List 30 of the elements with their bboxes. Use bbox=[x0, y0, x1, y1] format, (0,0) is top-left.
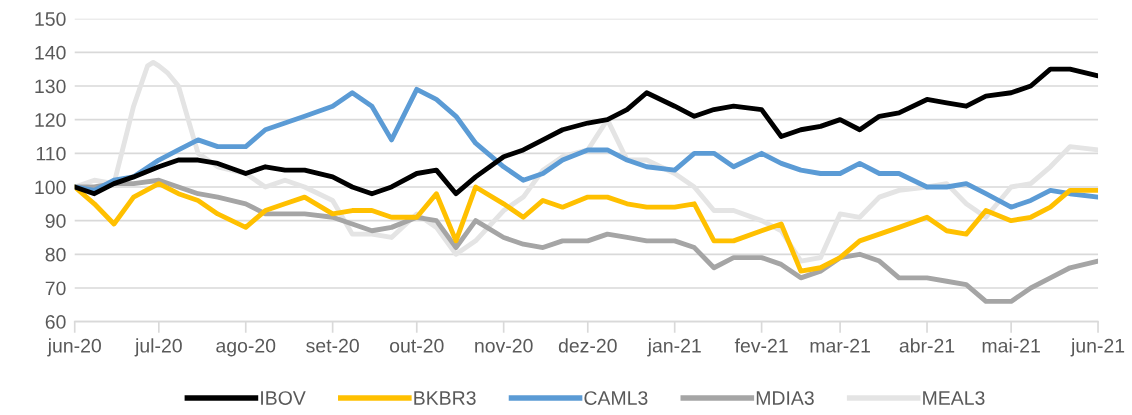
legend-label: CAML3 bbox=[584, 391, 648, 405]
y-tick-label: 140 bbox=[35, 45, 66, 60]
y-tick-label: 60 bbox=[45, 315, 66, 329]
x-tick-label: jun-20 bbox=[47, 338, 101, 357]
y-tick-label: 130 bbox=[35, 79, 66, 94]
x-tick-label: jun-21 bbox=[1070, 338, 1125, 357]
y-tick-label: 80 bbox=[45, 247, 66, 262]
y-tick-label: 70 bbox=[45, 281, 66, 296]
legend-label: MEAL3 bbox=[923, 391, 985, 405]
x-tick-label: mai-21 bbox=[982, 338, 1040, 353]
line-series bbox=[74, 66, 1099, 197]
x-tick-label: jan-21 bbox=[647, 338, 701, 357]
legend-label: BKBR3 bbox=[414, 391, 476, 405]
legend-label: IBOV bbox=[261, 391, 306, 405]
x-tick-label: ago-20 bbox=[216, 338, 276, 357]
x-tick-label: dez-20 bbox=[558, 338, 617, 353]
x-tick-label: mar-21 bbox=[810, 338, 870, 353]
x-tick-label: fev-21 bbox=[734, 338, 788, 353]
x-tick-label: nov-20 bbox=[475, 338, 533, 353]
y-tick-label: 100 bbox=[35, 180, 66, 195]
x-tick-label: out-20 bbox=[390, 338, 444, 353]
y-tick-label: 110 bbox=[36, 146, 66, 161]
y-tick-label: 120 bbox=[35, 113, 66, 127]
y-tick-label: 150 bbox=[35, 12, 66, 26]
x-tick-label: set-20 bbox=[306, 338, 359, 353]
y-tick-label: 90 bbox=[45, 214, 66, 228]
x-tick-label: abr-21 bbox=[899, 338, 955, 353]
legend-label: MDIA3 bbox=[756, 391, 814, 405]
line-series bbox=[74, 181, 1099, 274]
x-tick-label: jul-20 bbox=[134, 338, 182, 357]
